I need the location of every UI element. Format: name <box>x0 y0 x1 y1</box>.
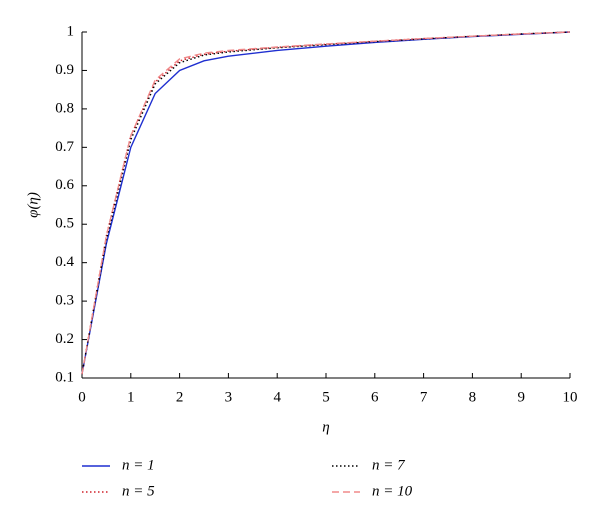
y-axis-label: φ(η) <box>25 192 41 218</box>
y-tick-label: 0.6 <box>55 177 74 193</box>
y-tick-label: 0.3 <box>55 293 74 309</box>
x-tick-label: 0 <box>78 389 86 405</box>
x-tick-label: 8 <box>469 389 477 405</box>
x-tick-label: 4 <box>273 389 281 405</box>
x-axis-label: η <box>322 419 329 435</box>
y-tick-label: 0.4 <box>55 254 74 270</box>
y-tick-label: 0.1 <box>55 369 74 385</box>
y-tick-label: 1 <box>67 23 75 39</box>
y-tick-label: 0.8 <box>55 100 74 116</box>
legend-label: n = 10 <box>372 483 413 499</box>
x-tick-label: 9 <box>517 389 525 405</box>
y-tick-label: 0.7 <box>55 139 74 155</box>
series-line <box>81 31 571 375</box>
series-line <box>81 31 571 375</box>
legend-label: n = 7 <box>372 457 406 473</box>
x-tick-label: 3 <box>225 389 233 405</box>
x-tick-label: 2 <box>176 389 184 405</box>
y-tick-label: 0.9 <box>55 62 74 78</box>
y-tick-label: 0.2 <box>55 331 74 347</box>
x-tick-label: 6 <box>371 389 379 405</box>
x-tick-label: 7 <box>420 389 428 405</box>
x-tick-label: 10 <box>563 389 578 405</box>
y-tick-label: 0.5 <box>55 216 74 232</box>
x-tick-label: 5 <box>322 389 330 405</box>
legend-label: n = 1 <box>122 457 155 473</box>
legend-label: n = 5 <box>122 483 155 499</box>
x-tick-label: 1 <box>127 389 135 405</box>
